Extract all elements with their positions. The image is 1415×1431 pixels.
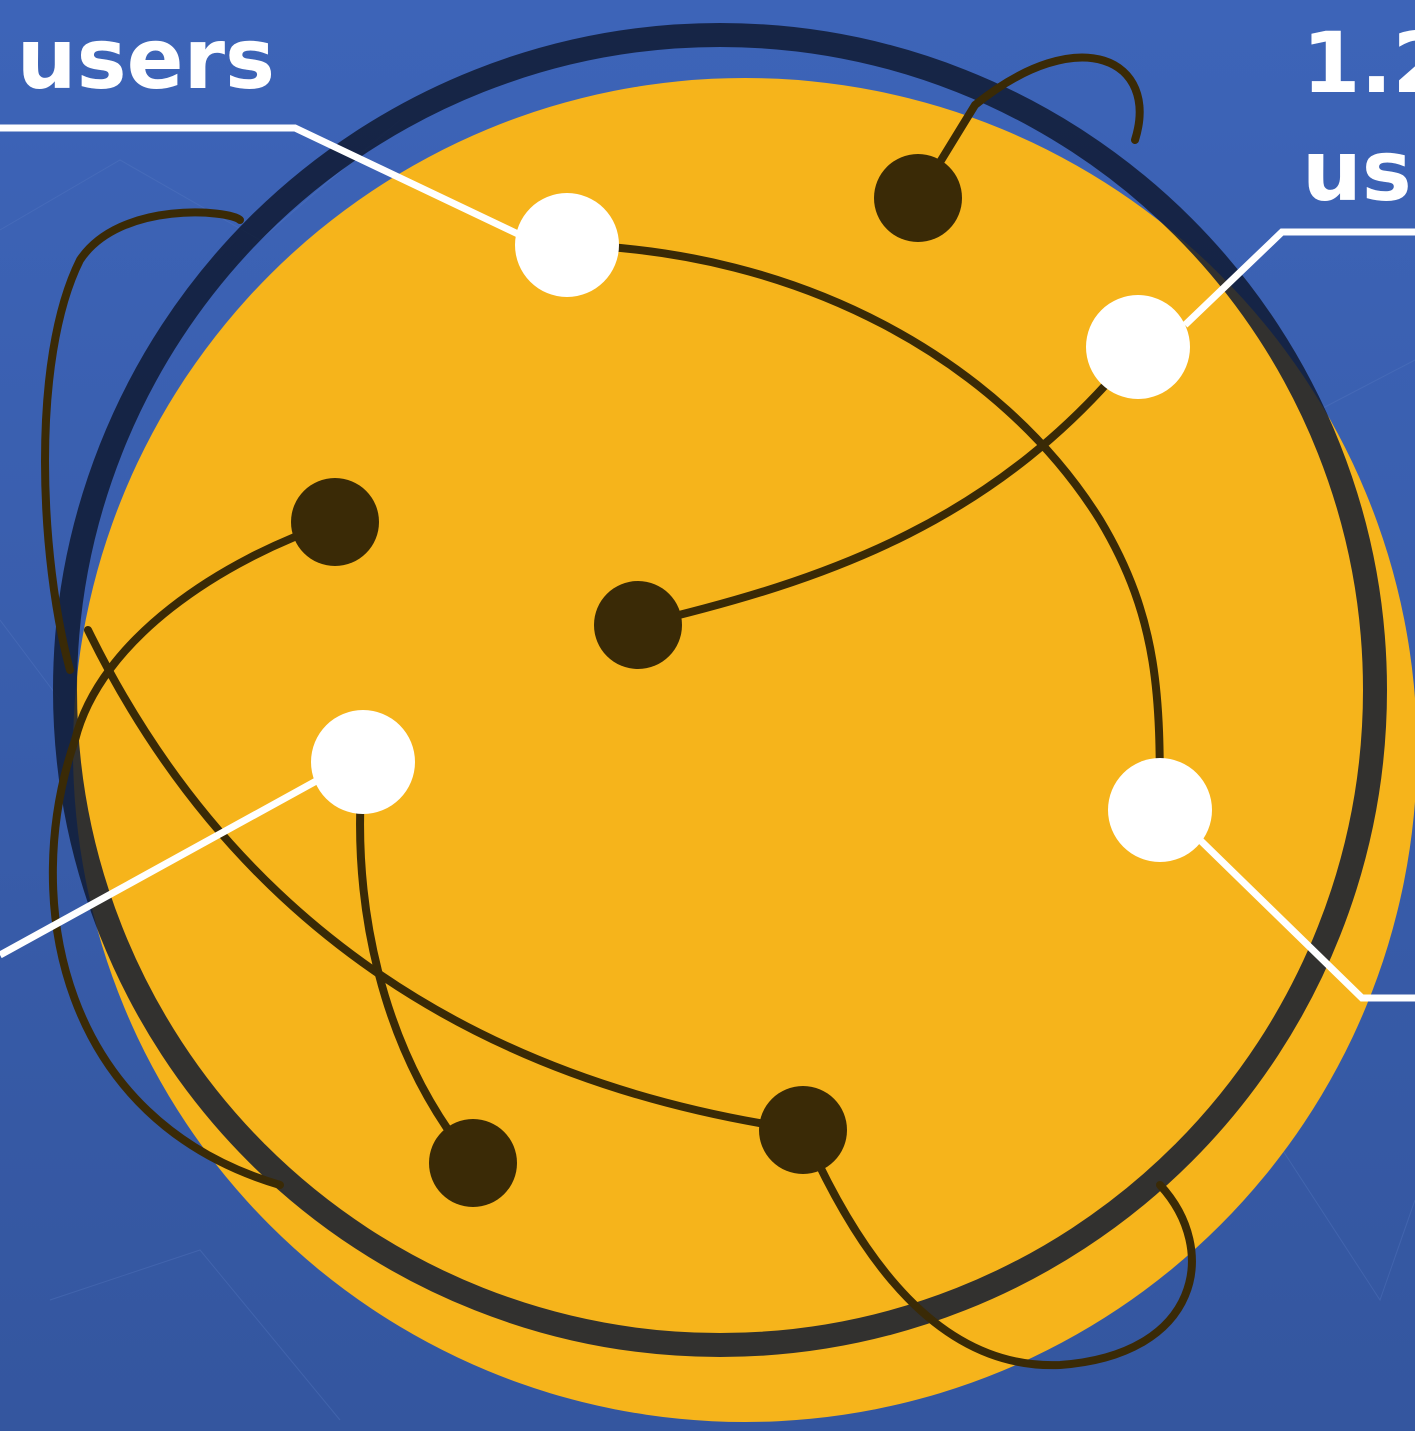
callout-text: 1.2 [1302, 14, 1415, 112]
node [874, 154, 962, 242]
node [291, 478, 379, 566]
callout-line [0, 124, 522, 239]
callout-line [1197, 837, 1415, 1002]
callout-lines [0, 124, 1415, 1002]
connections [41, 53, 1196, 1370]
dark-nodes [291, 154, 962, 1207]
globe-ring [53, 23, 1387, 1357]
callout-line [1182, 228, 1415, 328]
node [311, 710, 415, 814]
globe [73, 78, 1415, 1422]
white-nodes [311, 193, 1212, 862]
callout-text: e users [0, 10, 275, 108]
node [429, 1119, 517, 1207]
node [1108, 758, 1212, 862]
node [594, 581, 682, 669]
callout-line [0, 776, 320, 959]
node [1086, 295, 1190, 399]
node [759, 1086, 847, 1174]
node [515, 193, 619, 297]
network-pattern [0, 119, 1415, 1421]
callout-text: use [1302, 122, 1415, 220]
